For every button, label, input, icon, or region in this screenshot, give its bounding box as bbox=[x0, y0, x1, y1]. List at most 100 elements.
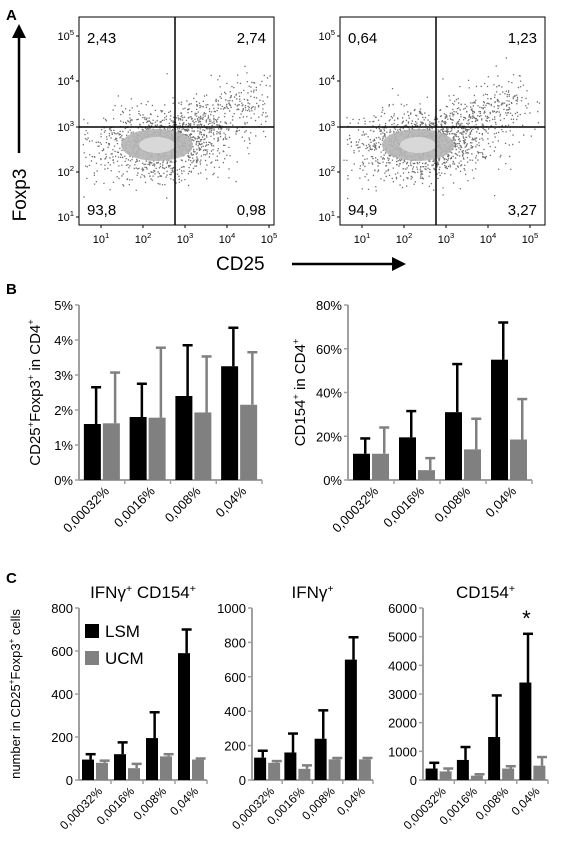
y-tick-label: 2% bbox=[54, 403, 73, 418]
lsm-bar bbox=[82, 759, 94, 780]
tick-base: 10 bbox=[261, 234, 273, 246]
superscript: + bbox=[327, 583, 333, 595]
tick-exponent: 4 bbox=[231, 231, 236, 240]
tick-base: 10 bbox=[57, 76, 69, 88]
quadrant-top-left: 2,43 bbox=[87, 30, 116, 47]
lsm-bar bbox=[178, 653, 190, 780]
ucm-bar bbox=[464, 449, 481, 480]
lsm-bar bbox=[284, 752, 297, 780]
quadrant-bottom-left: 93,8 bbox=[87, 202, 116, 219]
y-tick-label: 5000 bbox=[388, 630, 417, 645]
y-tick-label: 3% bbox=[54, 368, 73, 383]
tick-base: 10 bbox=[438, 234, 450, 246]
panel-label-a: A bbox=[6, 7, 17, 24]
y-tick-label: 1% bbox=[54, 438, 73, 453]
lsm-bar bbox=[488, 737, 501, 780]
ucm-bar bbox=[240, 404, 258, 480]
ucm-bar bbox=[418, 470, 435, 480]
y-tick-label: 101 bbox=[57, 209, 74, 224]
text-run: CD154 bbox=[292, 400, 309, 447]
y-arrow-head bbox=[12, 24, 26, 38]
ucm-bar bbox=[372, 453, 389, 480]
tick-base: 10 bbox=[318, 122, 330, 134]
tick-exponent: 3 bbox=[70, 119, 74, 128]
category-label: 0,008% bbox=[162, 483, 204, 525]
tick-base: 10 bbox=[318, 76, 330, 88]
category-label: 0,04% bbox=[334, 784, 368, 818]
tick-exponent: 2 bbox=[147, 231, 151, 240]
category-label: 0,04% bbox=[213, 483, 250, 520]
tick-exponent: 5 bbox=[70, 28, 74, 37]
category-label: 0,00032% bbox=[329, 483, 381, 535]
text-run: IFNγ bbox=[90, 583, 126, 602]
ucm-bar bbox=[510, 439, 527, 480]
quadrant-top-right: 1,23 bbox=[508, 30, 537, 47]
y-tick-label: 400 bbox=[51, 687, 73, 702]
text-run: Foxp3 bbox=[27, 380, 44, 422]
y-tick-label: 600 bbox=[224, 670, 246, 685]
quadrant-bottom-left: 94,9 bbox=[348, 202, 377, 219]
superscript: + bbox=[190, 583, 196, 595]
tick-exponent: 5 bbox=[273, 231, 277, 240]
category-label: 0,0016% bbox=[111, 483, 158, 530]
y-tick-label: 102 bbox=[57, 164, 74, 179]
flow-dots bbox=[343, 57, 541, 200]
text-run: IFNγ bbox=[291, 583, 327, 602]
superscript: + bbox=[126, 583, 132, 595]
ucm-bar bbox=[298, 768, 311, 780]
y-tick-label: 6000 bbox=[388, 601, 417, 616]
flow-dot-cloud bbox=[82, 65, 271, 199]
y-tick-label: 4% bbox=[54, 333, 73, 348]
flow-dots bbox=[82, 65, 271, 199]
y-axis-label: number in CD25+Foxp3+ cells bbox=[7, 609, 23, 779]
y-tick-label: 0% bbox=[54, 473, 73, 488]
tick-exponent: 5 bbox=[534, 231, 538, 240]
lsm-bar bbox=[254, 757, 267, 780]
lsm-bar bbox=[221, 366, 239, 480]
x-tick-label: 105 bbox=[522, 231, 539, 246]
y-tick-label: 105 bbox=[318, 28, 335, 43]
tick-base: 10 bbox=[57, 212, 69, 224]
superscript: + bbox=[509, 583, 515, 595]
tick-base: 10 bbox=[219, 234, 231, 246]
tick-exponent: 4 bbox=[492, 231, 497, 240]
text-run: cells bbox=[8, 609, 23, 639]
legend-swatch-ucm bbox=[85, 651, 99, 665]
superscript: + bbox=[7, 638, 16, 643]
tick-base: 10 bbox=[318, 31, 330, 43]
lsm-bar bbox=[314, 738, 327, 780]
flow-density-center bbox=[139, 137, 175, 153]
category-label: 0,0016% bbox=[380, 483, 427, 530]
lsm-bar bbox=[519, 682, 532, 780]
superscript: + bbox=[26, 375, 36, 380]
y-tick-label: 4000 bbox=[388, 658, 417, 673]
x-tick-label: 103 bbox=[177, 231, 194, 246]
legend-swatch-lsm bbox=[85, 624, 99, 638]
y-tick-label: 101 bbox=[318, 209, 335, 224]
lsm-bar bbox=[445, 412, 462, 480]
flow-dot-cloud bbox=[343, 57, 541, 200]
y-tick-label: 60% bbox=[316, 342, 342, 357]
category-label: 0,008% bbox=[473, 784, 512, 823]
text-run: Foxp3 bbox=[8, 643, 23, 679]
lsm-bar bbox=[114, 754, 126, 780]
tick-exponent: 3 bbox=[331, 119, 335, 128]
lsm-bar bbox=[344, 659, 357, 780]
chart-title: IFNγ+ bbox=[291, 583, 333, 602]
lsm-bar bbox=[129, 417, 147, 480]
chart-title: CD154+ bbox=[456, 583, 515, 602]
tick-exponent: 3 bbox=[450, 231, 454, 240]
y-tick-label: 105 bbox=[57, 28, 74, 43]
tick-exponent: 4 bbox=[70, 73, 75, 82]
tick-base: 10 bbox=[522, 234, 534, 246]
lsm-bar bbox=[491, 359, 508, 480]
category-label: 0,008% bbox=[431, 483, 473, 525]
superscript: + bbox=[26, 422, 36, 427]
x-tick-label: 101 bbox=[93, 231, 110, 246]
x-arrow-head bbox=[392, 257, 406, 271]
lsm-bar bbox=[456, 759, 469, 780]
x-tick-label: 104 bbox=[480, 231, 497, 246]
y-tick-label: 200 bbox=[224, 739, 246, 754]
x-tick-label: 102 bbox=[396, 231, 413, 246]
